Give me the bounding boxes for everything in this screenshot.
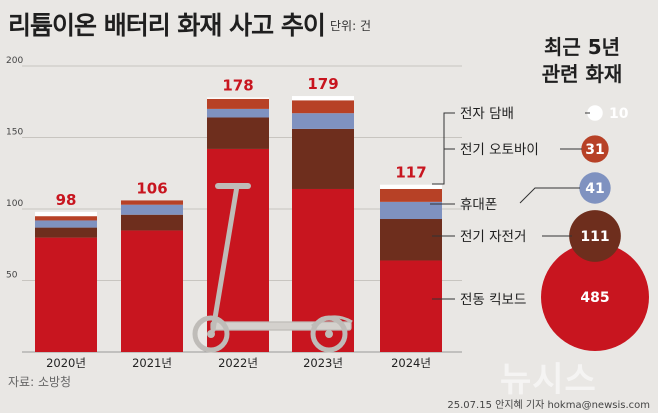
legend-label-전기-오토바이: 전기 오토바이 xyxy=(460,142,539,158)
x-tick-label-2020년: 2020년 xyxy=(46,356,86,370)
scooter-stem xyxy=(210,183,240,333)
bubble-전기-오토바이 xyxy=(581,135,609,163)
bar-segment-전동-킥보드-2020년 xyxy=(35,237,97,352)
total-label-2024년: 117 xyxy=(395,164,426,182)
bubble-휴대폰 xyxy=(579,172,611,204)
bubble-value-전자-담배: 10 xyxy=(609,106,629,122)
total-label-2023년: 179 xyxy=(307,75,338,93)
y-tick-label-200: 200 xyxy=(6,56,23,66)
bar-segment-전기-오토바이-2022년 xyxy=(207,98,269,109)
bar-segment-전기-오토바이-2024년 xyxy=(380,188,442,202)
bubble-전기-자전거 xyxy=(569,210,621,262)
bar-segment-전기-오토바이-2020년 xyxy=(35,216,97,221)
y-tick-label-150: 150 xyxy=(6,128,23,138)
bar-segment-전자-담배-2023년 xyxy=(292,96,354,101)
unit-label: 단위: 건 xyxy=(330,19,371,33)
bar-segment-전동-킥보드-2024년 xyxy=(380,260,442,352)
bubble-value-전동-킥보드: 485 xyxy=(580,290,609,306)
scooter-rear-hub xyxy=(325,330,333,338)
bar-segment-전기-자전거-2024년 xyxy=(380,219,442,261)
bar-segment-전기-오토바이-2023년 xyxy=(292,100,354,114)
x-tick-label-2022년: 2022년 xyxy=(218,356,258,370)
scooter-front-wheel xyxy=(192,315,230,353)
legend-label-휴대폰: 휴대폰 xyxy=(460,197,497,213)
x-tick-label-2021년: 2021년 xyxy=(132,356,172,370)
connector-elbow-전기-오토바이 xyxy=(443,148,455,184)
total-label-2021년: 106 xyxy=(136,179,167,197)
total-label-2020년: 98 xyxy=(56,191,77,209)
y-tick-label-100: 100 xyxy=(6,199,23,209)
bar-segment-휴대폰-2022년 xyxy=(207,108,269,118)
total-label-2022년: 178 xyxy=(222,76,253,94)
watermark-logo: 뉴시스 xyxy=(500,360,597,400)
bar-segment-전자-담배-2020년 xyxy=(35,211,97,217)
bar-segment-전기-자전거-2022년 xyxy=(207,117,269,149)
bar-segment-전기-자전거-2023년 xyxy=(292,128,354,189)
bubble-value-전기-자전거: 111 xyxy=(580,229,609,245)
bar-segment-전기-자전거-2020년 xyxy=(35,227,97,238)
bubble-전동-킥보드 xyxy=(541,243,649,351)
connector-휴대폰 xyxy=(519,187,580,204)
credit-line: 25.07.15 안지혜 기자 hokma@newsis.com xyxy=(447,400,650,411)
bar-segment-전기-자전거-2021년 xyxy=(121,214,183,231)
legend-label-전자-담배: 전자 담배 xyxy=(460,106,514,122)
legend-label-전동-킥보드: 전동 킥보드 xyxy=(460,292,526,308)
bar-segment-휴대폰-2021년 xyxy=(121,204,183,215)
bar-segment-전자-담배-2024년 xyxy=(380,184,442,189)
bar-segment-전자-담배-2022년 xyxy=(207,97,269,99)
bubble-전자-담배 xyxy=(587,105,603,121)
bar-segment-전동-킥보드-2021년 xyxy=(121,230,183,352)
bar-segment-휴대폰-2024년 xyxy=(380,201,442,220)
scooter-front-hub xyxy=(207,330,215,338)
scooter-fender xyxy=(311,315,353,328)
bubble-value-휴대폰: 41 xyxy=(585,181,604,197)
source-note: 자료: 소방청 xyxy=(8,375,72,389)
bubble-title-line2: 관련 화재 xyxy=(541,62,623,86)
bubble-value-전기-오토바이: 31 xyxy=(585,142,604,158)
legend-label-전기-자전거: 전기 자전거 xyxy=(460,229,526,245)
bar-segment-휴대폰-2023년 xyxy=(292,113,354,129)
bar-segment-휴대폰-2020년 xyxy=(35,220,97,228)
x-tick-label-2024년: 2024년 xyxy=(391,356,431,370)
y-tick-label-50: 50 xyxy=(6,271,18,281)
scooter-deck xyxy=(210,321,352,331)
bar-segment-전기-오토바이-2021년 xyxy=(121,200,183,205)
page-title: 리튬이온 배터리 화재 사고 추이 xyxy=(8,11,326,40)
x-tick-label-2023년: 2023년 xyxy=(303,356,343,370)
bubble-title-line1: 최근 5년 xyxy=(543,35,621,59)
bubble-chart-title: 최근 5년 관련 화재 xyxy=(522,34,642,88)
